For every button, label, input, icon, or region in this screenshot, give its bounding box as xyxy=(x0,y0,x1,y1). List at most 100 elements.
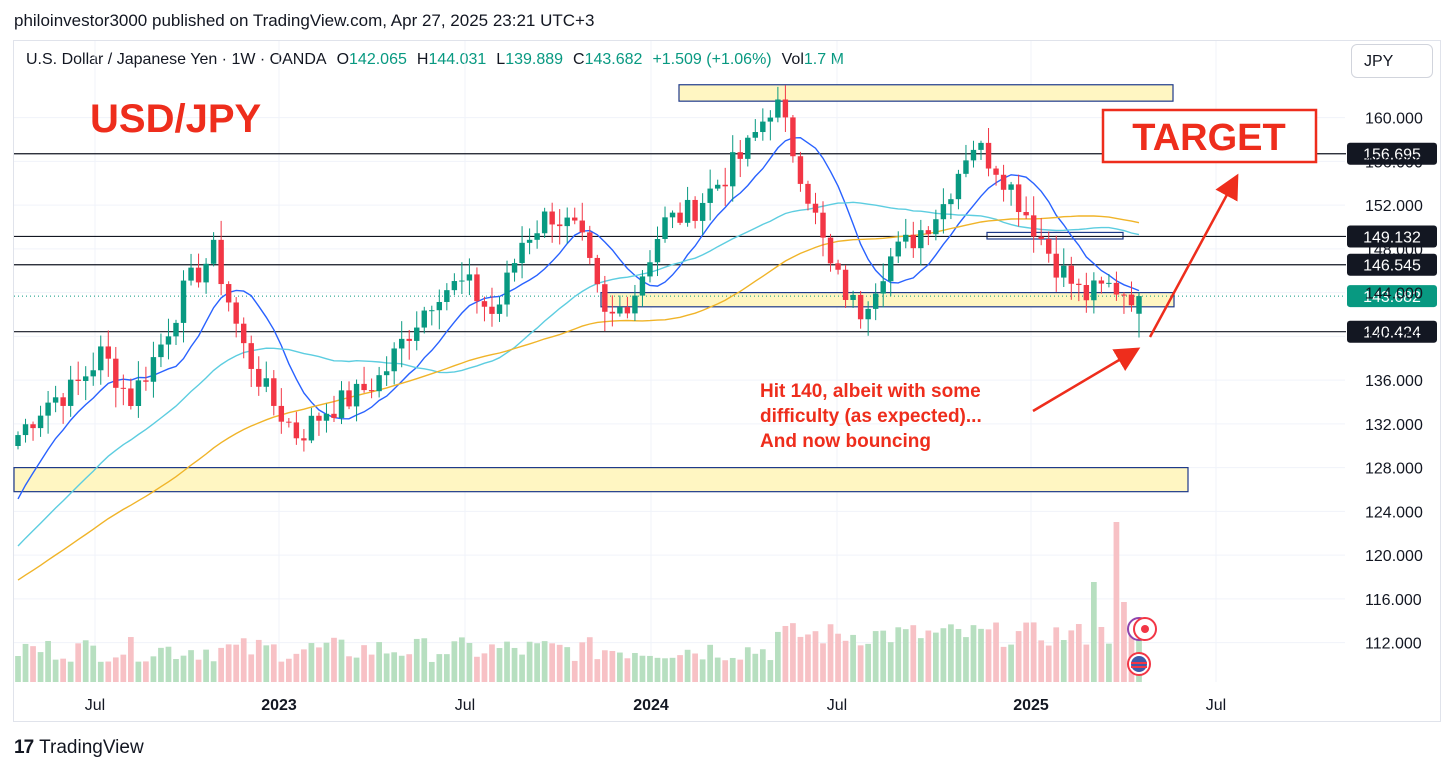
candle-body xyxy=(632,295,638,314)
volume-bar xyxy=(910,625,917,682)
volume-bar xyxy=(609,650,616,682)
event-icons[interactable] xyxy=(1127,617,1157,676)
volume-bar xyxy=(293,653,300,682)
candle-body xyxy=(639,276,646,296)
target-label: TARGET xyxy=(1132,117,1285,159)
current-price-label-box xyxy=(1347,285,1437,308)
volume-bar xyxy=(173,659,179,682)
candle-body xyxy=(1083,285,1090,301)
x-tick-label: 2023 xyxy=(261,697,297,714)
candle-body xyxy=(775,99,781,118)
volume-bar xyxy=(240,638,247,682)
moving-averages xyxy=(17,136,1140,581)
volume-bar xyxy=(90,645,97,682)
candle-body xyxy=(767,117,774,122)
candle-body xyxy=(933,219,939,235)
candle-body xyxy=(83,376,89,381)
volume-bar xyxy=(210,661,217,682)
volume-bar xyxy=(331,637,337,682)
candle-body xyxy=(579,220,585,233)
low-value: 139.889 xyxy=(505,51,564,68)
candle-body xyxy=(963,160,969,174)
candle-body xyxy=(760,121,766,133)
y-tick-label: 120.000 xyxy=(1365,548,1423,565)
x-tick-label: Jul xyxy=(85,697,105,714)
volume-label: Vol xyxy=(781,51,804,68)
volume-bar xyxy=(443,654,450,682)
volume-bar xyxy=(105,661,112,682)
volume-bar xyxy=(60,658,66,682)
volume-bar xyxy=(120,654,127,682)
candle-body xyxy=(624,307,631,314)
candle-body xyxy=(256,368,262,387)
candle-body xyxy=(1046,239,1052,254)
tradingview-brand-label: TradingView xyxy=(39,737,144,758)
volume-bar xyxy=(52,659,59,682)
volume-bar xyxy=(1023,622,1030,682)
candle-body xyxy=(880,281,886,294)
y-tick-label: 148.000 xyxy=(1365,242,1423,259)
price-line-label: 149.132 xyxy=(1363,229,1421,246)
candle-body xyxy=(60,397,66,406)
candle-body xyxy=(654,238,661,263)
candle-body xyxy=(842,269,849,300)
volume-bar xyxy=(82,640,89,682)
change-value: +1.509 (+1.06%) xyxy=(652,51,772,68)
japan-flag-dot-icon xyxy=(1141,625,1149,633)
candle-body xyxy=(1038,236,1044,240)
candle-body xyxy=(323,413,330,421)
candle-body xyxy=(993,168,999,175)
price-line-label-box xyxy=(1347,225,1437,248)
volume-bar xyxy=(22,643,29,682)
candle-body xyxy=(564,217,570,227)
volume-bar xyxy=(496,648,503,682)
candle-body xyxy=(30,424,36,429)
volume-bar xyxy=(1053,627,1060,682)
volume-bar xyxy=(835,633,841,682)
price-axis[interactable]: 112.000 116.000 120.000 124.000 128.000 132.0… xyxy=(1365,111,1423,653)
candle-body xyxy=(406,338,412,341)
candle-body xyxy=(699,202,706,221)
candle-body xyxy=(436,301,443,311)
volume-bar xyxy=(45,640,51,682)
zones xyxy=(13,84,1189,493)
volume-bar xyxy=(233,644,240,682)
symbol-name[interactable]: U.S. Dollar / Japanese Yen · 1W · OANDA xyxy=(26,51,327,68)
candle-body xyxy=(398,338,405,349)
currency-button[interactable]: JPY xyxy=(1351,44,1433,78)
candle-body xyxy=(519,242,525,264)
candle-body xyxy=(1106,282,1112,284)
volume-bar xyxy=(677,655,683,682)
annotation-text: difficulty (as expected)... xyxy=(760,406,982,427)
volume-bar xyxy=(1000,646,1007,682)
time-axis[interactable]: Jul 2023 Jul 2024 Jul 2025 Jul xyxy=(85,697,1226,714)
candle-body xyxy=(150,357,157,382)
candle-body xyxy=(572,217,578,221)
moving-average-line xyxy=(17,215,1140,581)
candle-body xyxy=(895,241,901,257)
volume-bar xyxy=(1098,627,1105,682)
volume-bar xyxy=(135,661,142,682)
volume-bar xyxy=(323,642,330,682)
candle-body xyxy=(888,256,894,282)
volume-bar xyxy=(75,643,82,682)
volume-bar xyxy=(662,658,668,682)
volume-bar xyxy=(1121,602,1127,682)
volume-bar xyxy=(308,643,315,682)
candle-body xyxy=(970,149,977,161)
candle-body xyxy=(1061,265,1067,278)
candle-body xyxy=(511,263,518,273)
volume-bar xyxy=(150,656,157,682)
candle-body xyxy=(338,390,345,418)
x-tick-label: 2024 xyxy=(633,697,669,714)
candle-body xyxy=(1098,280,1105,284)
candle-body xyxy=(1030,215,1037,237)
tradingview-brand[interactable]: 17 TradingView xyxy=(14,737,144,759)
volume-bar xyxy=(707,644,714,682)
y-tick-label: 132.000 xyxy=(1365,417,1423,434)
volume-bar xyxy=(398,655,405,682)
volume-bar xyxy=(737,659,744,682)
volume-bar xyxy=(270,644,277,682)
volume-bar xyxy=(391,652,398,682)
